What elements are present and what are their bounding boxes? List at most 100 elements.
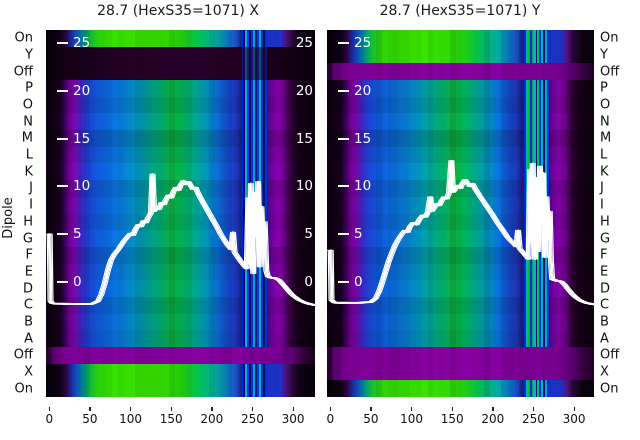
inner-y-tick-mark	[57, 42, 68, 45]
x-tick-label: 200	[481, 412, 505, 426]
row-label-right-m-6: M	[600, 130, 612, 146]
row-label-right-d-15: D	[600, 281, 611, 297]
row-label-left-k-8: K	[24, 164, 33, 180]
inner-y-tick-label: 15	[354, 130, 372, 147]
row-label-right-a-18: A	[600, 331, 609, 347]
row-label-right-l-7: L	[600, 147, 608, 163]
x-tick-mark	[451, 407, 453, 411]
row-label-left-p-3: P	[25, 80, 33, 96]
x-tick-mark	[370, 407, 372, 411]
row-label-left-off-2: Off	[13, 64, 33, 80]
x-tick-mark	[492, 407, 494, 411]
row-label-left-g-12: G	[22, 231, 33, 247]
x-tick-label: 50	[363, 412, 379, 426]
row-label-left-off-19: Off	[13, 347, 33, 363]
row-label-right-on-0: On	[600, 30, 619, 46]
inner-y-tick-label: 20	[354, 82, 372, 99]
row-label-left-c-16: C	[23, 297, 33, 313]
inner-y-tick-label: 20	[73, 82, 91, 99]
row-label-right-k-8: K	[600, 164, 609, 180]
inner-y-tick-label-right: 15	[295, 130, 313, 147]
row-label-right-off-19: Off	[600, 347, 620, 363]
row-label-left-i-10: I	[29, 197, 33, 213]
inner-y-tick-mark	[57, 185, 68, 188]
x-tick-label: 100	[400, 412, 424, 426]
row-label-left-j-9: J	[29, 180, 33, 196]
x-tick-label: 0	[326, 412, 335, 426]
row-label-left-on-0: On	[14, 30, 33, 46]
row-label-right-j-9: J	[600, 180, 604, 196]
inner-y-tick-label: 0	[354, 274, 363, 290]
inner-y-tick-label: 10	[354, 178, 372, 195]
row-label-left-y-1: Y	[25, 47, 33, 63]
row-label-right-on-21: On	[600, 381, 619, 397]
x-tick-label: 300	[562, 412, 586, 426]
row-label-right-y-1: Y	[600, 47, 608, 63]
inner-y-tick-label-right: 25	[295, 35, 313, 52]
x-tick-mark	[573, 407, 575, 411]
row-label-left-e-14: E	[24, 264, 33, 280]
x-tick-mark	[89, 407, 91, 411]
heatmap-plot-y	[327, 30, 594, 397]
inner-y-tick-label: 0	[73, 274, 82, 290]
row-label-left-x-20: X	[24, 364, 33, 380]
inner-y-tick-mark	[338, 281, 349, 283]
plot-x-title: 28.7 (HexS35=1071) X	[97, 3, 259, 19]
inner-y-tick-mark	[338, 137, 349, 140]
inner-y-tick-label-right: 20	[295, 82, 313, 99]
row-label-left-b-17: B	[24, 314, 33, 330]
x-tick-label: 150	[159, 412, 183, 426]
x-tick-mark	[130, 407, 132, 411]
row-label-right-off-2: Off	[600, 64, 620, 80]
x-tick-label: 300	[281, 412, 305, 426]
inner-y-tick-label-right: 10	[295, 178, 313, 195]
row-label-right-i-10: I	[600, 197, 604, 213]
x-tick-label: 100	[119, 412, 143, 426]
inner-y-tick-mark	[57, 281, 68, 283]
row-label-right-f-13: F	[600, 247, 608, 263]
inner-y-tick-mark	[338, 233, 349, 236]
plot-y-title: 28.7 (HexS35=1071) Y	[379, 3, 541, 19]
x-tick-label: 150	[440, 412, 464, 426]
row-label-left-a-18: A	[24, 331, 33, 347]
row-label-left-f-13: F	[25, 247, 33, 263]
row-label-left-l-7: L	[25, 147, 33, 163]
heatmap-plot-x	[46, 30, 315, 397]
inner-y-tick-label: 10	[73, 178, 91, 195]
inner-y-tick-label-right: 0	[304, 274, 313, 290]
row-label-right-o-4: O	[600, 97, 611, 113]
inner-y-tick-mark	[57, 89, 68, 92]
x-tick-label: 50	[82, 412, 98, 426]
x-tick-label: 250	[522, 412, 545, 426]
row-label-right-e-14: E	[600, 264, 609, 280]
x-tick-mark	[170, 407, 172, 411]
row-label-left-o-4: O	[22, 97, 33, 113]
row-label-right-c-16: C	[600, 297, 610, 313]
inner-y-tick-mark	[57, 137, 68, 140]
x-tick-mark	[251, 407, 254, 411]
row-label-left-h-11: H	[23, 214, 33, 230]
x-tick-mark	[211, 407, 213, 411]
inner-y-tick-label: 15	[73, 130, 91, 147]
row-label-right-x-20: X	[600, 364, 609, 380]
inner-y-tick-label: 5	[73, 226, 82, 243]
row-label-left-d-15: D	[22, 281, 33, 297]
inner-y-tick-label: 25	[354, 35, 372, 52]
inner-y-tick-mark	[57, 233, 68, 236]
x-tick-mark	[411, 407, 413, 411]
x-tick-mark	[48, 407, 50, 411]
x-tick-label: 0	[45, 412, 54, 426]
inner-y-tick-label: 5	[354, 226, 363, 243]
inner-y-tick-mark	[338, 185, 349, 188]
inner-y-tick-label-right: 5	[304, 226, 313, 243]
inner-y-tick-mark	[338, 89, 349, 92]
x-tick-mark	[329, 407, 331, 411]
inner-y-tick-label: 25	[73, 35, 91, 52]
x-tick-label: 200	[200, 412, 224, 426]
x-tick-mark	[532, 407, 535, 411]
row-label-right-h-11: H	[600, 214, 610, 230]
row-label-right-g-12: G	[600, 231, 611, 247]
row-label-left-n-5: N	[23, 114, 33, 130]
row-label-right-n-5: N	[600, 114, 610, 130]
